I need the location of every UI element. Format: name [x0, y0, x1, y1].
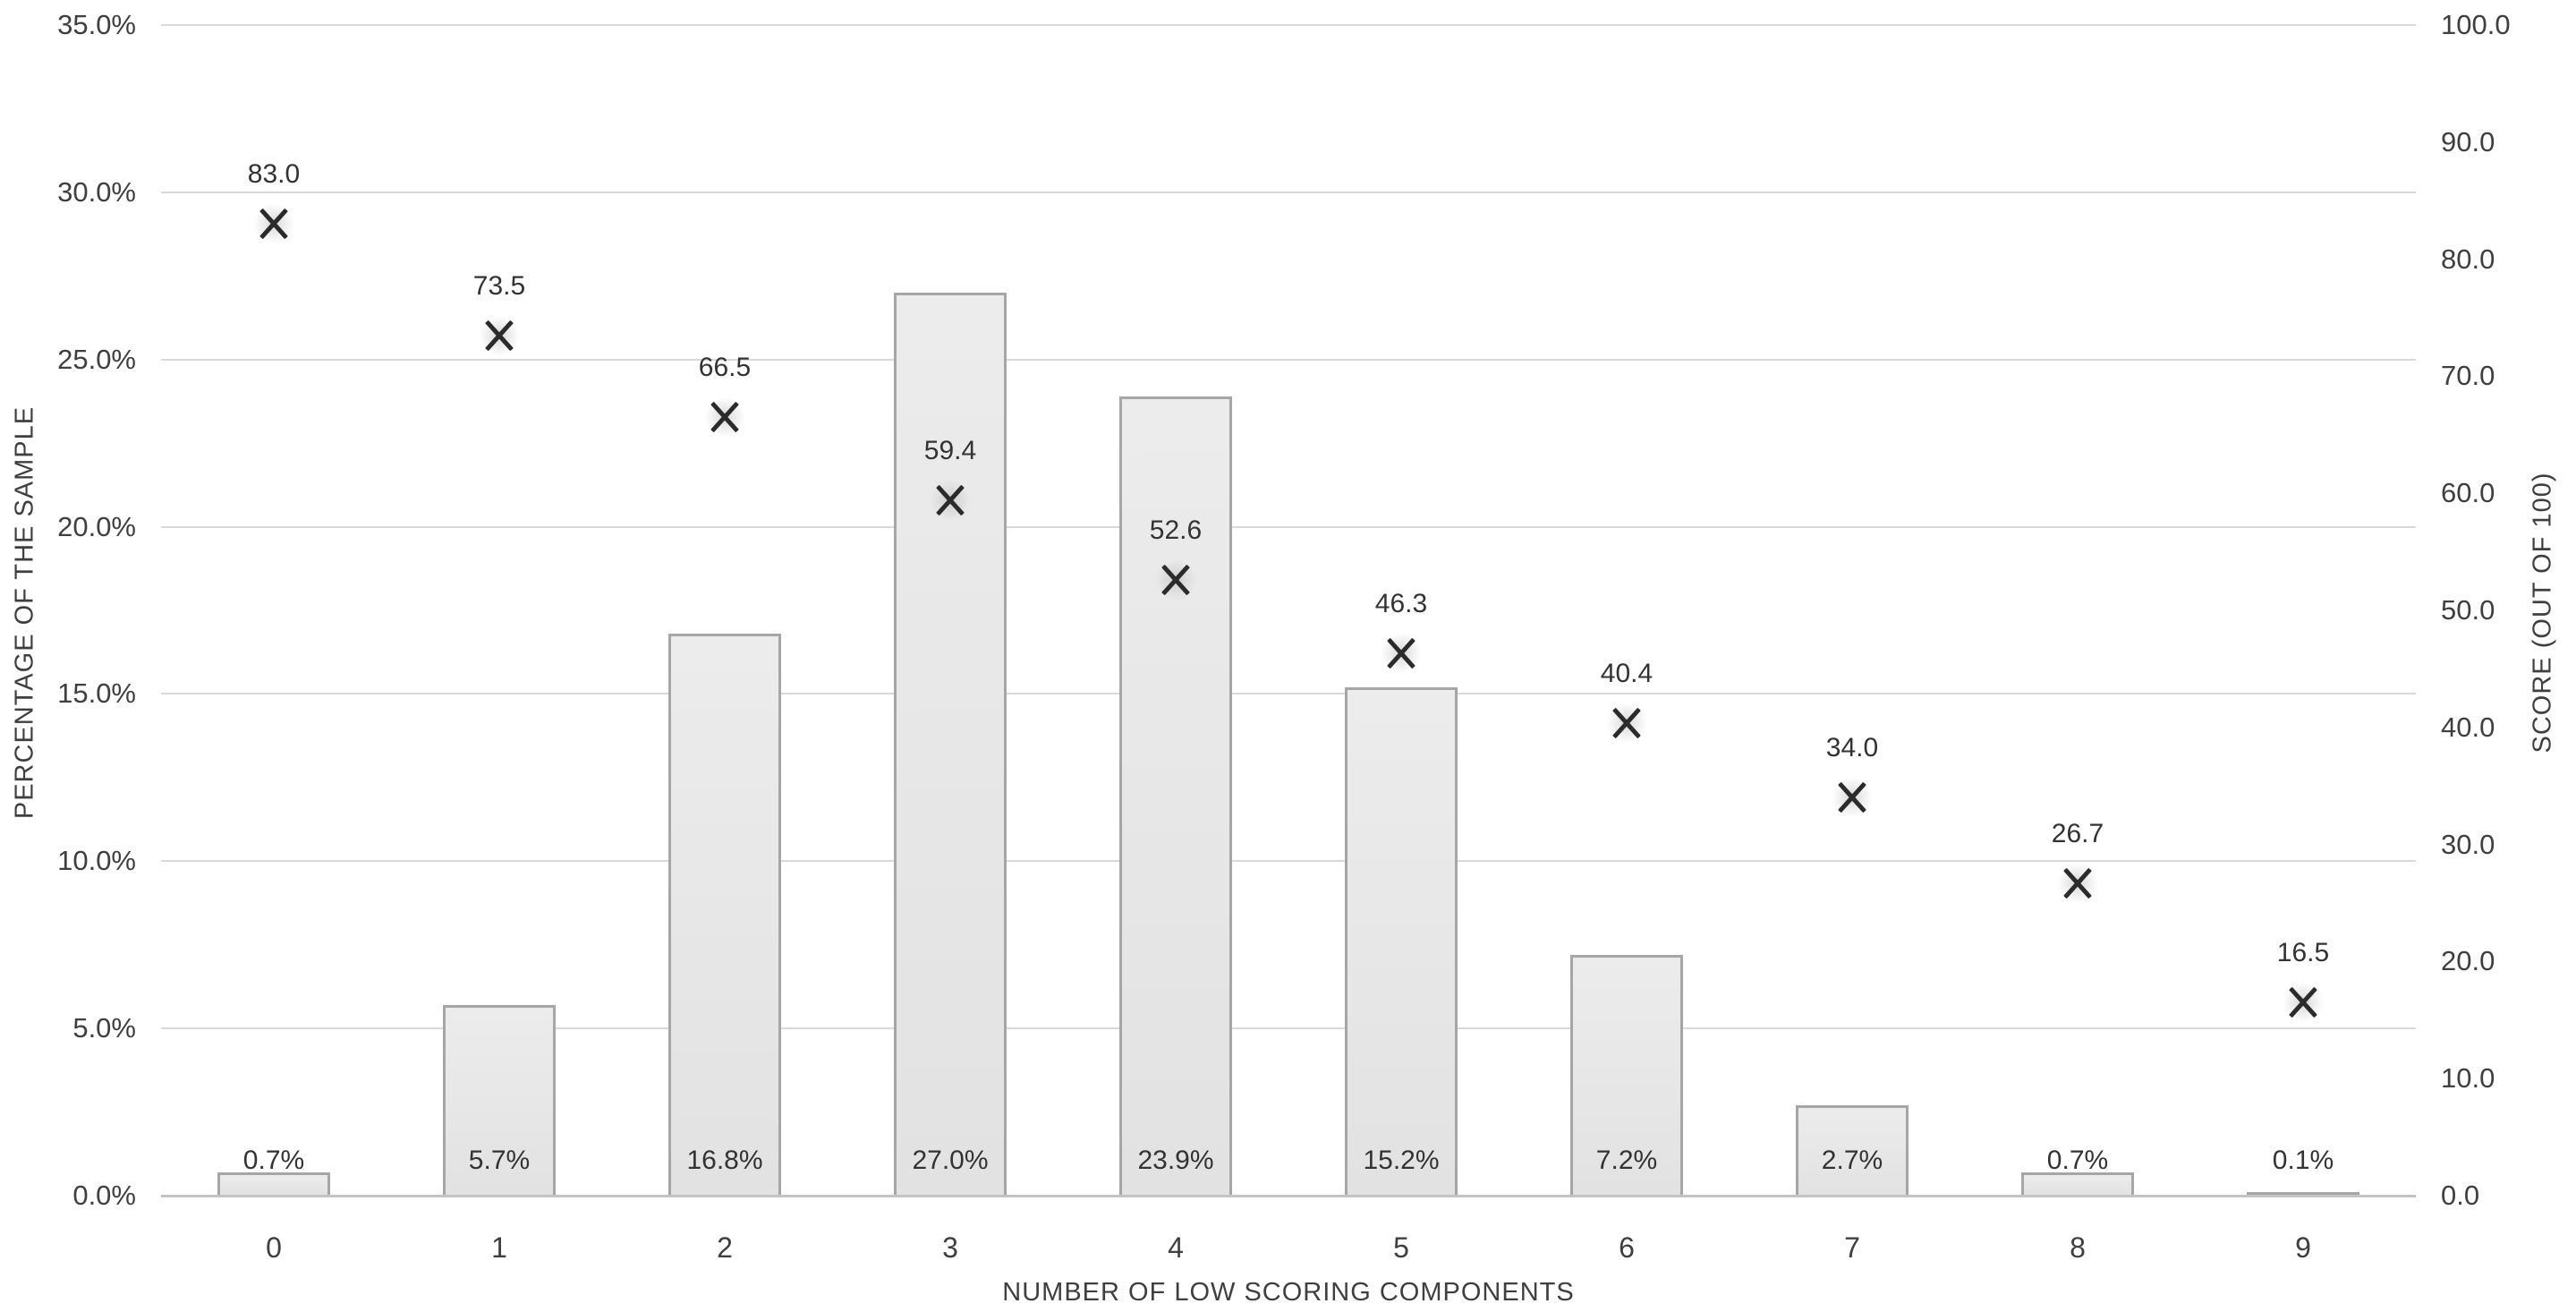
left-axis-tick-label: 30.0% — [57, 175, 136, 208]
bar-value-label: 27.0% — [912, 1146, 989, 1175]
right-axis-tick-label: 10.0 — [2441, 1062, 2495, 1095]
x-marker — [2054, 859, 2101, 907]
left-y-axis-title: PERCENTAGE OF THE SAMPLE — [10, 405, 39, 820]
marker-value-label: 52.6 — [1149, 515, 1203, 545]
marker-value-label: 83.0 — [247, 159, 301, 190]
x-axis-tick-label: 1 — [491, 1231, 507, 1264]
left-axis-tick-label: 35.0% — [57, 9, 136, 40]
x-axis-tick-label: 2 — [717, 1231, 733, 1264]
right-axis-tick-label: 70.0 — [2441, 360, 2495, 392]
bar — [668, 634, 781, 1196]
gridline — [161, 24, 2416, 26]
bar-value-label: 15.2% — [1363, 1146, 1440, 1175]
x-axis-line — [161, 1195, 2416, 1197]
gridline — [161, 191, 2416, 193]
marker-value-label: 16.5 — [2276, 938, 2330, 968]
x-axis-tick-label: 9 — [2295, 1231, 2311, 1264]
gridline — [161, 1027, 2416, 1030]
x-marker — [1829, 774, 1875, 822]
marker-value-label: 46.3 — [1374, 589, 1428, 619]
x-axis-tick-label: 3 — [942, 1231, 958, 1264]
x-axis-tick-label: 4 — [1168, 1231, 1184, 1264]
left-axis-tick-label: 25.0% — [57, 343, 136, 375]
right-axis-tick-label: 0.0 — [2441, 1180, 2480, 1211]
gridline — [161, 693, 2416, 695]
left-axis-tick-label: 0.0% — [72, 1180, 136, 1211]
x-marker — [251, 200, 297, 248]
right-axis-tick-label: 40.0 — [2441, 711, 2495, 743]
left-axis-tick-label: 10.0% — [57, 845, 136, 877]
x-axis-tick-label: 5 — [1393, 1231, 1409, 1264]
marker-value-label: 26.7 — [2051, 818, 2104, 848]
bar — [1119, 396, 1232, 1196]
bar — [1570, 955, 1683, 1196]
right-axis-tick-label: 90.0 — [2441, 125, 2495, 158]
right-axis-tick-label: 100.0 — [2441, 9, 2511, 40]
x-marker — [1152, 556, 1199, 603]
x-axis-tick-label: 0 — [266, 1231, 282, 1264]
marker-value-label: 34.0 — [1825, 733, 1879, 763]
right-axis-tick-label: 50.0 — [2441, 594, 2495, 626]
gridline — [161, 525, 2416, 528]
right-axis-tick-label: 60.0 — [2441, 477, 2495, 509]
bar-value-label: 23.9% — [1137, 1146, 1214, 1175]
gridline — [161, 860, 2416, 863]
marker-value-label: 73.5 — [472, 270, 526, 301]
right-axis-tick-label: 80.0 — [2441, 243, 2495, 275]
bar — [1345, 687, 1458, 1196]
bar — [1796, 1105, 1909, 1196]
x-axis-tick-label: 7 — [1844, 1231, 1860, 1264]
left-axis-tick-label: 15.0% — [57, 677, 136, 710]
x-axis-tick-label: 8 — [2070, 1231, 2086, 1264]
bar-value-label: 0.1% — [2272, 1146, 2334, 1175]
bar-value-label: 7.2% — [1595, 1146, 1658, 1175]
x-marker — [701, 394, 748, 441]
bar — [2247, 1192, 2359, 1196]
right-axis-tick-label: 20.0 — [2441, 945, 2495, 977]
bar-value-label: 0.7% — [242, 1146, 305, 1175]
x-marker — [1603, 699, 1650, 746]
bar — [894, 293, 1007, 1196]
marker-value-label: 66.5 — [698, 353, 752, 383]
bar-value-label: 0.7% — [2046, 1146, 2109, 1175]
x-marker — [2280, 979, 2326, 1027]
plot-area — [161, 24, 2416, 1197]
x-marker — [1378, 630, 1424, 677]
left-axis-tick-label: 5.0% — [72, 1012, 136, 1044]
bar-value-label: 16.8% — [686, 1146, 763, 1175]
right-axis-tick-label: 30.0 — [2441, 828, 2495, 860]
marker-value-label: 40.4 — [1600, 658, 1654, 688]
bar — [443, 1005, 556, 1196]
bar-value-label: 5.7% — [468, 1146, 531, 1175]
gridline — [161, 358, 2416, 361]
left-axis-tick-label: 20.0% — [57, 510, 136, 542]
x-marker — [476, 311, 523, 359]
bar — [2021, 1172, 2134, 1196]
bar-value-label: 2.7% — [1821, 1146, 1883, 1175]
marker-value-label: 59.4 — [923, 436, 977, 466]
x-axis-title: NUMBER OF LOW SCORING COMPONENTS — [1002, 1278, 1575, 1307]
bar — [217, 1172, 330, 1196]
x-axis-tick-label: 6 — [1619, 1231, 1635, 1264]
x-marker — [927, 477, 973, 524]
